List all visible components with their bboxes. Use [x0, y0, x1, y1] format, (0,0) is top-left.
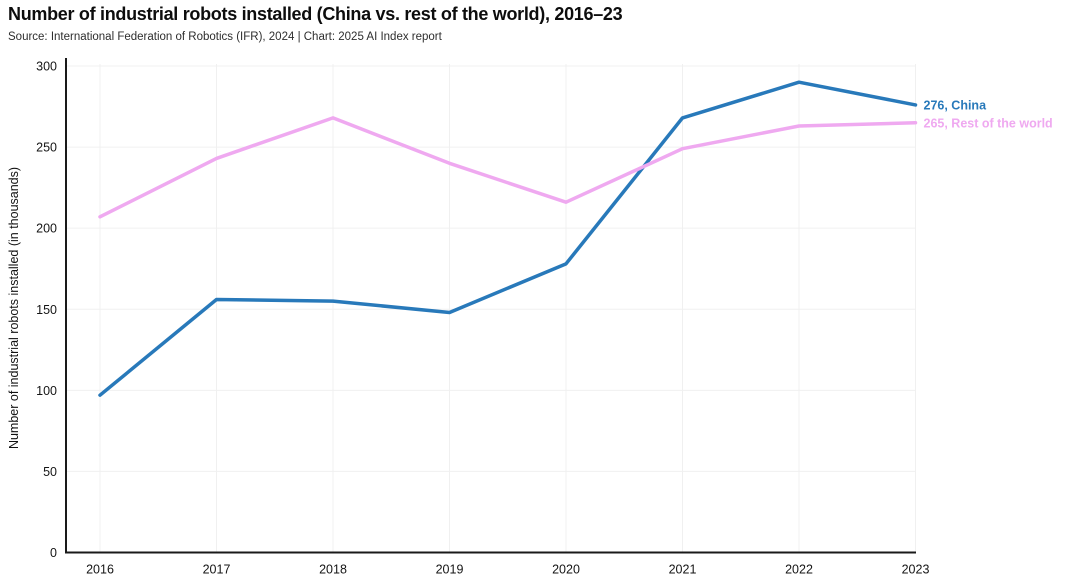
chart-source: Source: International Federation of Robo… — [8, 31, 442, 43]
series-line-china — [98, 80, 918, 397]
series-end-label-rest-of-the-world: 265, Rest of the world — [924, 116, 1053, 130]
y-tick-label-250: 250 — [36, 141, 57, 155]
series-line-rest-of-the-world — [98, 116, 918, 219]
x-tick-label-2020: 2020 — [552, 563, 580, 577]
x-tick-label-2019: 2019 — [436, 563, 464, 577]
y-tick-label-200: 200 — [36, 222, 57, 236]
series-end-label-china: 276, China — [924, 98, 988, 112]
x-tick-label-2016: 2016 — [86, 563, 114, 577]
y-tick-label-300: 300 — [36, 60, 57, 74]
x-tick-label-2017: 2017 — [203, 563, 231, 577]
x-tick-label-2023: 2023 — [902, 563, 930, 577]
x-tick-label-2022: 2022 — [785, 563, 813, 577]
y-tick-label-0: 0 — [50, 546, 57, 560]
y-tick-label-100: 100 — [36, 384, 57, 398]
x-tick-label-2018: 2018 — [319, 563, 347, 577]
x-tick-label-2021: 2021 — [669, 563, 697, 577]
y-tick-label-150: 150 — [36, 303, 57, 317]
y-tick-label-50: 50 — [43, 465, 57, 479]
chart-title: Number of industrial robots installed (C… — [8, 4, 623, 24]
